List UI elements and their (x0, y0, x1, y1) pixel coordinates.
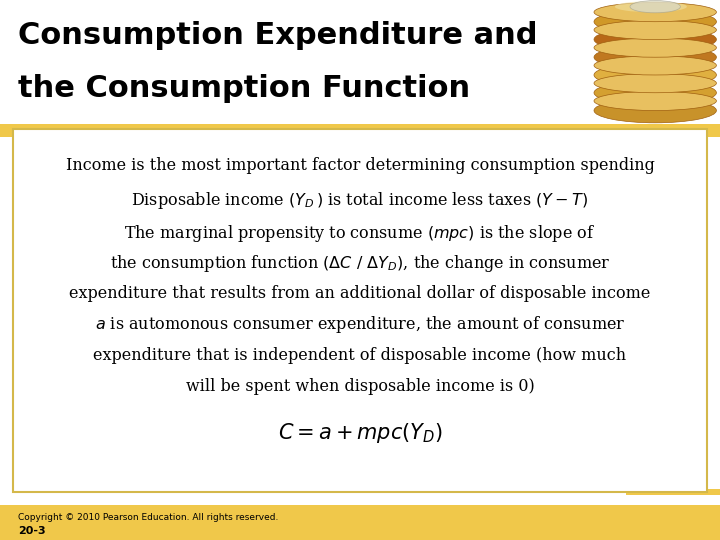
Ellipse shape (594, 91, 716, 111)
Text: will be spent when disposable income is 0): will be spent when disposable income is … (186, 378, 534, 395)
Ellipse shape (594, 98, 716, 123)
Text: expenditure that results from an additional dollar of disposable income: expenditure that results from an additio… (69, 285, 651, 302)
Text: The marginal propensity to consume $(\mathit{mpc})$ is the slope of: The marginal propensity to consume $(\ma… (125, 223, 595, 244)
Text: Copyright © 2010 Pearson Education. All rights reserved.: Copyright © 2010 Pearson Education. All … (18, 512, 279, 522)
Text: 20-3: 20-3 (18, 526, 45, 536)
Bar (626, 489, 720, 495)
Ellipse shape (594, 21, 716, 39)
Ellipse shape (594, 27, 716, 52)
Text: Disposable income $(Y_D\/)$ is total income less taxes $(Y - T)$: Disposable income $(Y_D\/)$ is total inc… (132, 190, 588, 211)
Bar (0, 124, 720, 137)
Ellipse shape (594, 56, 716, 75)
Text: the consumption function $(\Delta C\ /\ \Delta Y_D)$, the change in consumer: the consumption function $(\Delta C\ /\ … (109, 253, 611, 274)
Text: Consumption Expenditure and: Consumption Expenditure and (18, 21, 538, 50)
Text: $C = a + \mathit{mpc}(Y_D)$: $C = a + \mathit{mpc}(Y_D)$ (278, 421, 442, 444)
Ellipse shape (630, 1, 680, 13)
Ellipse shape (594, 3, 716, 22)
Ellipse shape (615, 1, 687, 12)
Text: the Consumption Function: the Consumption Function (18, 75, 470, 103)
Ellipse shape (594, 63, 716, 87)
Ellipse shape (594, 45, 716, 70)
Ellipse shape (594, 38, 716, 57)
Ellipse shape (594, 9, 716, 34)
Ellipse shape (594, 73, 716, 93)
Bar (13, 129, 707, 492)
Text: $a$ is automonous consumer expenditure, the amount of consumer: $a$ is automonous consumer expenditure, … (95, 314, 625, 335)
Ellipse shape (594, 80, 716, 105)
Text: expenditure that is independent of disposable income (how much: expenditure that is independent of dispo… (94, 347, 626, 365)
Text: Income is the most important factor determining consumption spending: Income is the most important factor dete… (66, 157, 654, 174)
Bar (0, 505, 720, 540)
